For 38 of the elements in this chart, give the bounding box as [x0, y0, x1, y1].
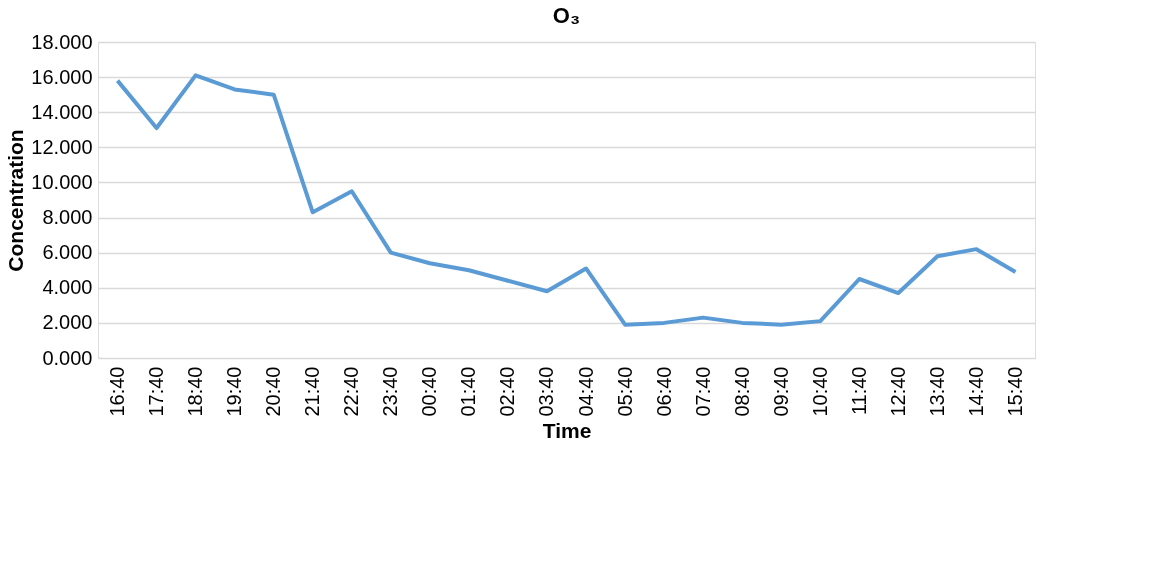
x-tick-label: 00:40	[418, 366, 441, 417]
x-tick-label: 09:40	[769, 366, 792, 417]
x-tick-label: 13:40	[925, 366, 948, 417]
x-tick-label: 05:40	[613, 366, 636, 417]
x-tick-label: 23:40	[379, 366, 402, 417]
x-tick-label: 17:40	[145, 366, 168, 417]
x-tick-label: 07:40	[691, 366, 714, 417]
y-axis-title: Concentration	[4, 129, 28, 272]
y-tick-label: 0.000	[42, 346, 93, 369]
y-tick-label: 16.000	[31, 65, 93, 88]
x-tick-label: 16:40	[106, 366, 129, 417]
x-tick-label: 20:40	[262, 366, 285, 417]
x-tick-label: 22:40	[340, 366, 363, 417]
x-tick-label: 10:40	[808, 366, 831, 417]
x-tick-label: 21:40	[301, 366, 324, 417]
x-tick-label: 18:40	[184, 366, 207, 417]
y-tick-label: 12.000	[31, 135, 93, 158]
x-axis-title: Time	[542, 418, 592, 442]
x-tick-label: 01:40	[457, 366, 480, 417]
y-tick-label: 6.000	[42, 241, 93, 264]
y-tick-label: 2.000	[42, 311, 93, 334]
x-tick-label: 03:40	[535, 366, 558, 417]
chart-title: O₃	[552, 3, 581, 28]
x-tick-label: 04:40	[574, 366, 597, 417]
x-tick-label: 14:40	[964, 366, 987, 417]
line-series	[115, 73, 1018, 327]
x-tick-label: 15:40	[1003, 366, 1026, 417]
y-tick-label: 10.000	[31, 170, 93, 193]
y-tick-label: 8.000	[42, 206, 93, 229]
x-tick-label: 12:40	[886, 366, 909, 417]
x-tick-label: 19:40	[223, 366, 246, 417]
y-tick-label: 18.000	[31, 30, 93, 53]
x-tick-label: 06:40	[652, 366, 675, 417]
x-tick-label: 02:40	[496, 366, 519, 417]
y-tick-label: 14.000	[31, 100, 93, 123]
x-tick-label: 08:40	[730, 366, 753, 417]
y-tick-label: 4.000	[42, 276, 93, 299]
x-tick-label: 11:40	[847, 366, 870, 416]
